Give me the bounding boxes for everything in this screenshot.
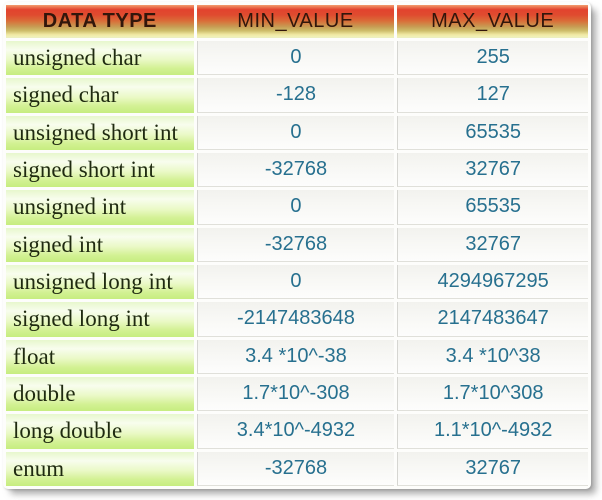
type-name-cell: unsigned int (6, 190, 194, 225)
min-value-cell: 0 (196, 115, 395, 150)
table-row: double 1.7*10^-308 1.7*10^308 (6, 376, 588, 412)
max-value-cell: 255 (397, 41, 588, 76)
max-value-cell: 65535 (397, 115, 588, 150)
type-name-cell: unsigned short int (6, 115, 194, 150)
max-value-cell: 65535 (397, 190, 588, 225)
type-name-cell: signed int (6, 227, 194, 262)
type-name-cell: float (6, 339, 194, 374)
max-value-cell: 127 (397, 78, 588, 113)
max-value-cell: 32767 (397, 227, 588, 262)
min-value-cell: -32768 (196, 227, 395, 262)
min-value-cell: -32768 (196, 451, 395, 486)
min-value-cell: -32768 (196, 152, 395, 188)
max-value-cell: 3.4 *10^38 (397, 339, 588, 374)
header-row: DATA TYPE MIN_VALUE MAX_VALUE (6, 5, 588, 38)
max-value-cell: 32767 (397, 451, 588, 486)
min-value-cell: 0 (196, 190, 395, 225)
max-value-cell: 32767 (397, 152, 588, 188)
table-row: unsigned char 0 255 (6, 41, 588, 76)
type-name-cell: unsigned long int (6, 264, 194, 300)
table-body: unsigned char 0 255 signed char -128 127 unsig… (6, 41, 588, 486)
type-name-cell: signed short int (6, 152, 194, 188)
max-value-cell: 4294967295 (397, 264, 588, 300)
table-row: signed long int -2147483648 2147483647 (6, 302, 588, 337)
table-row: signed short int -32768 32767 (6, 152, 588, 188)
table-row: unsigned short int 0 65535 (6, 115, 588, 150)
table-row: float 3.4 *10^-38 3.4 *10^38 (6, 339, 588, 374)
column-header-max-value: MAX_VALUE (397, 5, 588, 38)
type-name-cell: unsigned char (6, 41, 194, 76)
table-row: enum -32768 32767 (6, 451, 588, 486)
type-name-cell: signed long int (6, 302, 194, 337)
max-value-cell: 1.7*10^308 (397, 376, 588, 412)
type-name-cell: double (6, 376, 194, 412)
min-value-cell: 3.4*10^-4932 (196, 414, 395, 449)
type-name-cell: enum (6, 451, 194, 486)
table-row: unsigned long int 0 4294967295 (6, 264, 588, 300)
type-name-cell: signed char (6, 78, 194, 113)
min-value-cell: 0 (196, 264, 395, 300)
column-header-min-value: MIN_VALUE (196, 5, 395, 38)
table-row: long double 3.4*10^-4932 1.1*10^-4932 (6, 414, 588, 449)
min-value-cell: 1.7*10^-308 (196, 376, 395, 412)
table-row: signed int -32768 32767 (6, 227, 588, 262)
table-row: signed char -128 127 (6, 78, 588, 113)
min-value-cell: 3.4 *10^-38 (196, 339, 395, 374)
type-name-cell: long double (6, 414, 194, 449)
max-value-cell: 1.1*10^-4932 (397, 414, 588, 449)
column-header-data-type: DATA TYPE (6, 5, 194, 38)
min-value-cell: -2147483648 (196, 302, 395, 337)
data-type-table: DATA TYPE MIN_VALUE MAX_VALUE unsigned c… (3, 2, 591, 489)
min-value-cell: 0 (196, 41, 395, 76)
data-type-table-card: DATA TYPE MIN_VALUE MAX_VALUE unsigned c… (3, 2, 591, 489)
min-value-cell: -128 (196, 78, 395, 113)
table-row: unsigned int 0 65535 (6, 190, 588, 225)
max-value-cell: 2147483647 (397, 302, 588, 337)
